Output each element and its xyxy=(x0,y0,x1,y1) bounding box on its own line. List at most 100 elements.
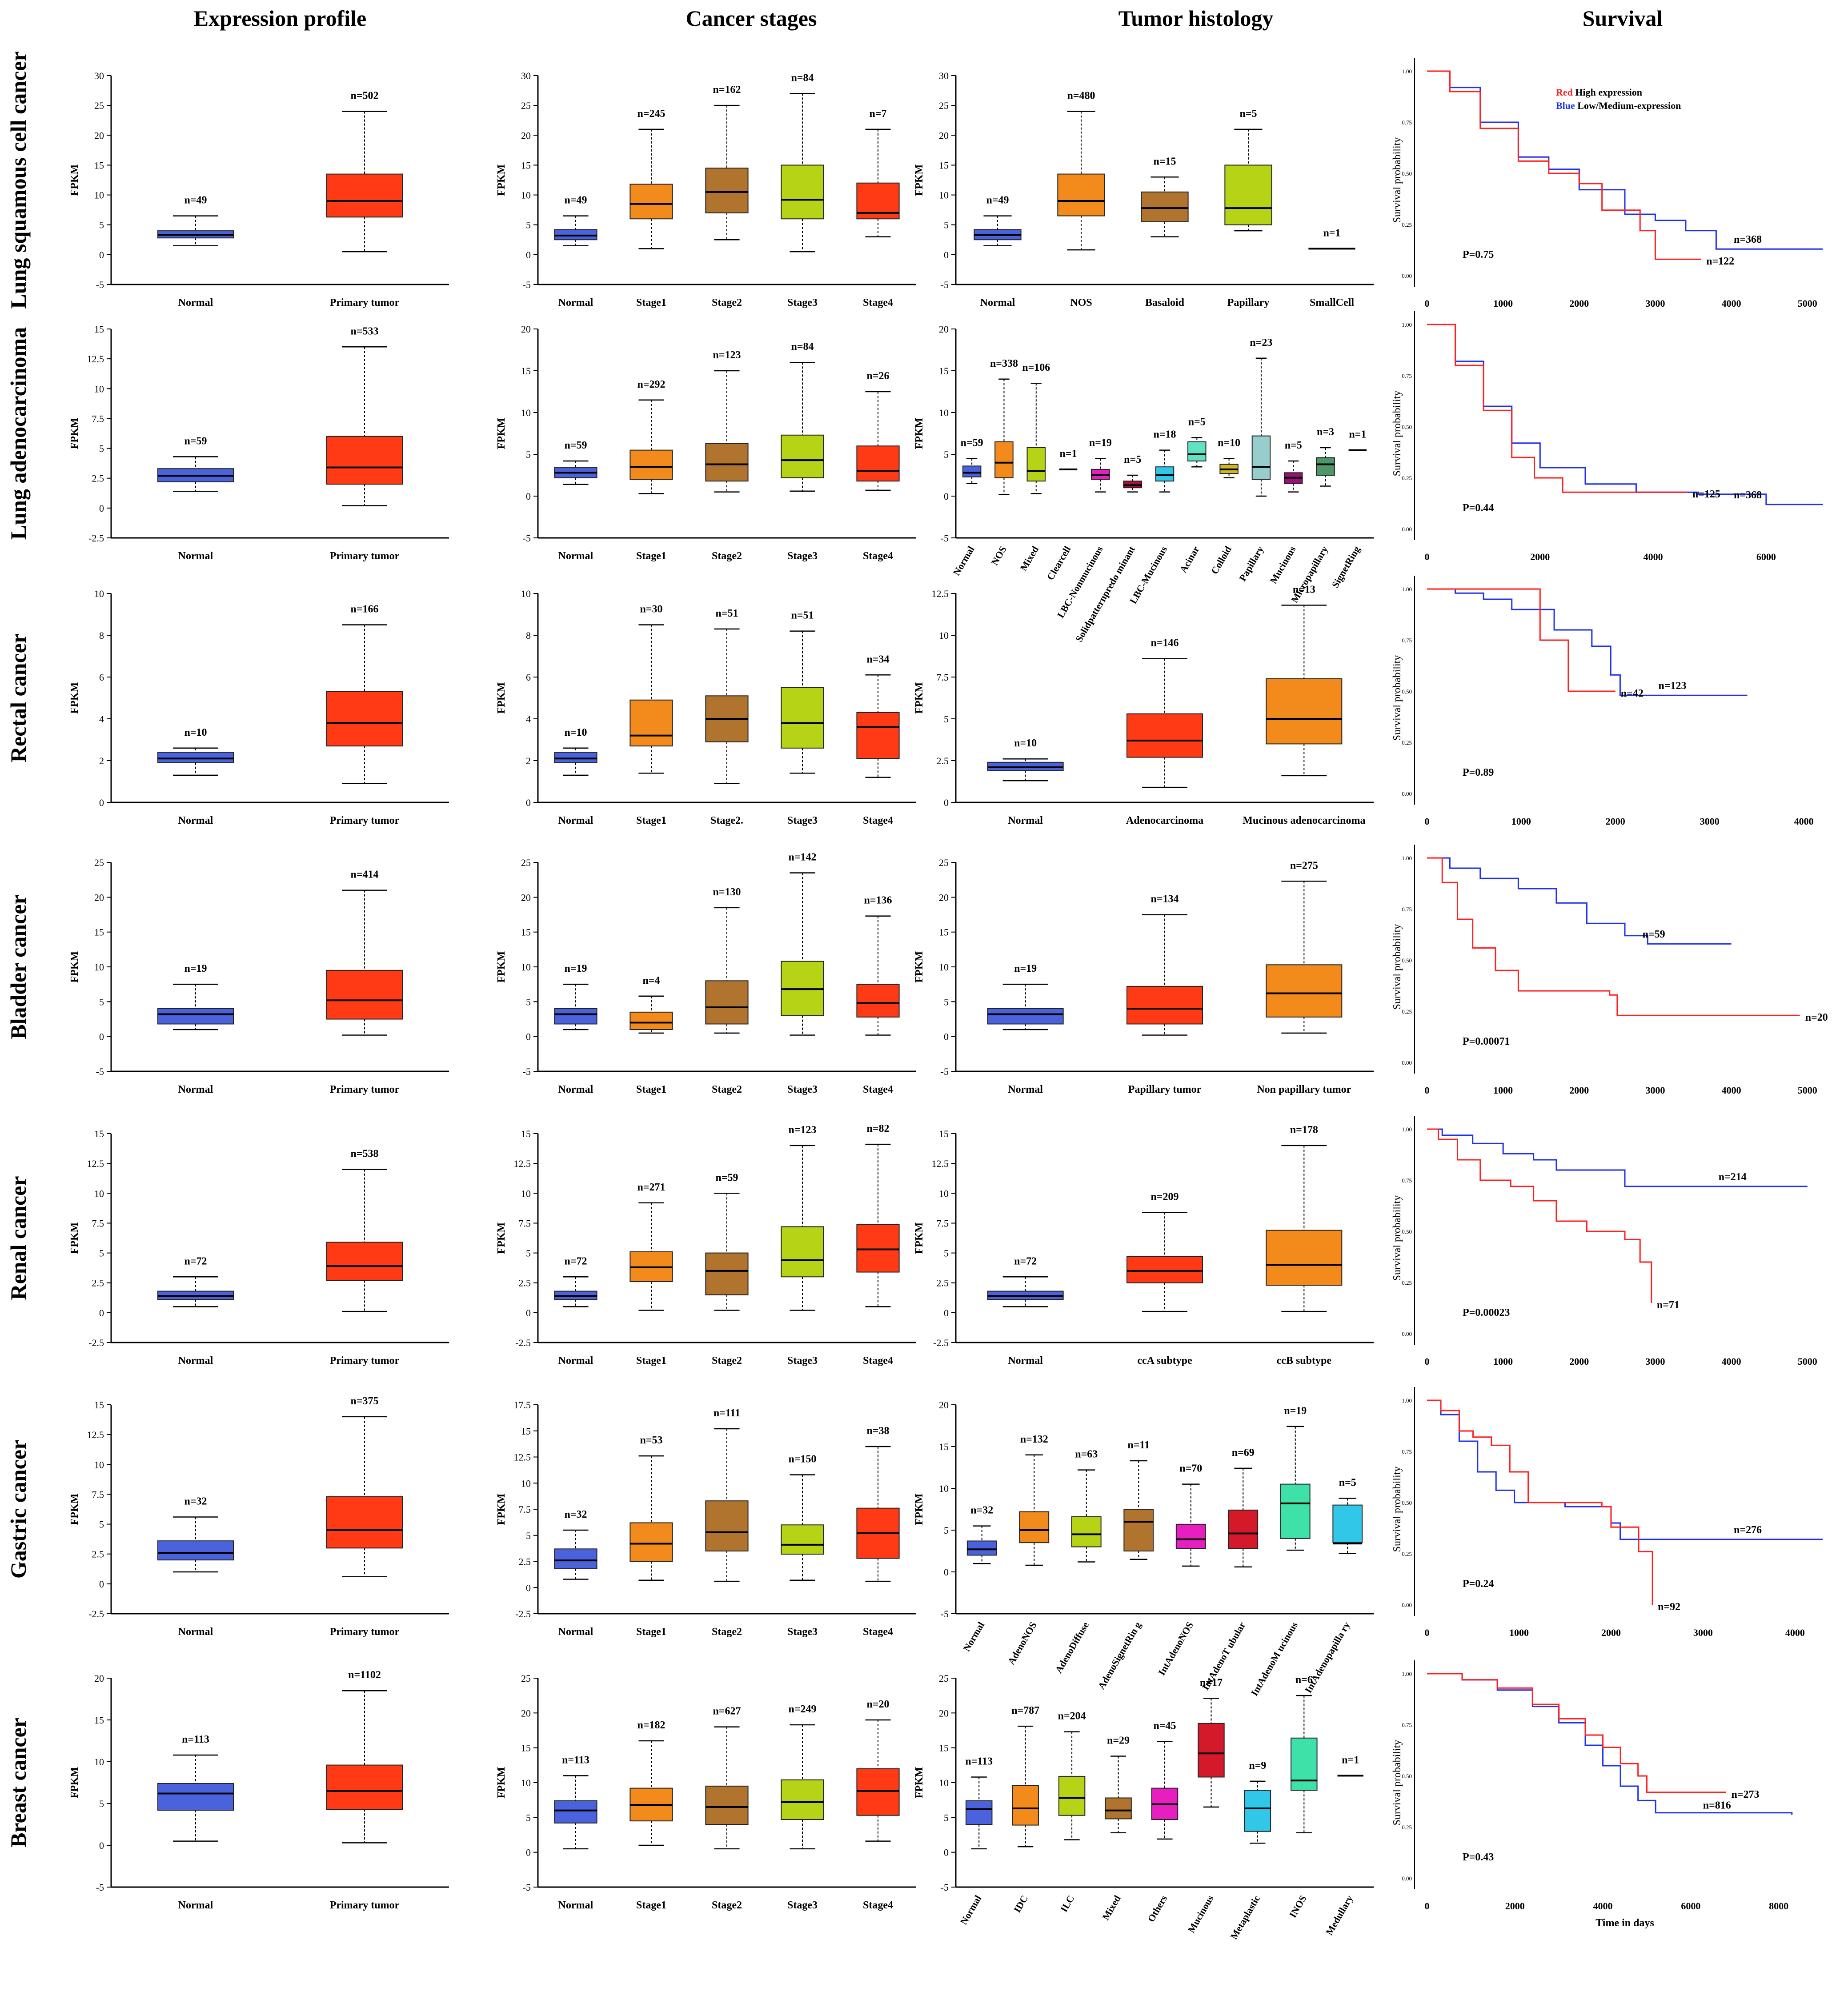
sample-count: n=146 xyxy=(1150,637,1179,649)
x-tick-label: 5000 xyxy=(1798,1085,1817,1096)
y-axis-label: Survival probability xyxy=(1391,1195,1403,1281)
y-tick-label: 12.5 xyxy=(514,1158,531,1169)
category-label: Stage1 xyxy=(636,1084,666,1095)
category-label: Normal xyxy=(558,1626,593,1638)
y-tick-label: 10 xyxy=(94,962,104,973)
iqr-box xyxy=(1175,1523,1206,1549)
y-tick-label: 7.5 xyxy=(92,1489,104,1500)
y-tick-label: 7.5 xyxy=(937,1218,949,1229)
category-label: Normal xyxy=(178,1900,213,1911)
y-tick-label: 10 xyxy=(521,1188,531,1199)
x-tick-label: 0 xyxy=(1425,298,1430,309)
y-tick-label: -5 xyxy=(523,533,531,544)
box-5: n=7 Stage4 xyxy=(856,108,900,309)
y-tick-label: 10 xyxy=(94,1756,104,1768)
y-tick-label: 0 xyxy=(526,1582,531,1593)
y-tick-label: 5 xyxy=(526,1530,531,1541)
y-tick-label: 0.50 xyxy=(1402,688,1412,695)
x-tick-label: 2000 xyxy=(1569,1356,1589,1367)
iqr-box xyxy=(1198,1723,1225,1778)
y-tick-label: 20 xyxy=(939,324,949,335)
iqr-box xyxy=(1057,173,1105,216)
box-1: n=32 Normal xyxy=(961,1505,997,1653)
sample-count: n=32 xyxy=(184,1495,207,1507)
category-label: Primary tumor xyxy=(330,815,400,826)
y-axis-label: Survival probability xyxy=(1391,924,1403,1010)
box-2: n=414 Primary tumor xyxy=(326,869,403,1095)
y-tick-label: -2.5 xyxy=(515,1608,531,1619)
category-label: Normal xyxy=(980,297,1015,309)
category-label: Normal xyxy=(961,1620,986,1653)
p-value: P=0.00023 xyxy=(1463,1307,1510,1319)
sample-count: n=19 xyxy=(184,963,207,974)
box-1: n=59 Normal xyxy=(554,440,597,562)
box-1: n=32 Normal xyxy=(554,1509,597,1638)
p-value: P=0.75 xyxy=(1463,249,1494,261)
box-2: n=480 NOS xyxy=(1057,90,1105,309)
sample-count: n=63 xyxy=(1075,1449,1098,1460)
iqr-box xyxy=(705,1500,749,1551)
category-label: Stage3 xyxy=(787,1355,818,1367)
box-3: n=15 Basaloid xyxy=(1141,156,1189,309)
box-2: n=146 Adenocarcinoma xyxy=(1126,637,1203,826)
sample-count: n=10 xyxy=(1014,737,1037,749)
category-label: Stage2 xyxy=(712,550,742,562)
y-tick-label: 0 xyxy=(944,1031,949,1042)
y-tick-label: 2.5 xyxy=(937,1278,949,1289)
box-4: n=142 Stage3 xyxy=(781,852,824,1095)
y-tick-label: 10 xyxy=(521,588,531,599)
y-tick-label: -2.5 xyxy=(88,1608,104,1619)
box-4: n=11 AdenoSignetRin g xyxy=(1096,1439,1154,1691)
box-1: n=49 Normal xyxy=(157,195,234,309)
y-tick-label: 5 xyxy=(99,1248,104,1259)
y-tick-label: 0.25 xyxy=(1402,475,1412,481)
box-3: n=162 Stage2 xyxy=(705,84,749,309)
iqr-box xyxy=(962,465,982,477)
y-tick-label: 0 xyxy=(99,1840,104,1851)
category-label: Papillary xyxy=(1227,297,1270,309)
box-3: n=63 AdenoDiffuse xyxy=(1053,1449,1102,1675)
sample-count: n=1 xyxy=(1342,1754,1359,1766)
y-axis-label: FPKM xyxy=(496,682,507,714)
x-tick-label: 2000 xyxy=(1606,816,1625,827)
sample-count: n=627 xyxy=(713,1706,741,1717)
y-tick-label: 7.5 xyxy=(937,672,949,683)
iqr-box xyxy=(1266,678,1343,745)
km-curve-low-medium xyxy=(1427,1399,1823,1540)
row-label: Renal cancer xyxy=(6,1176,31,1300)
y-tick-label: 2.5 xyxy=(519,1556,531,1567)
y-tick-label: -2.5 xyxy=(933,1337,949,1348)
category-label: Mixed xyxy=(1100,1893,1123,1922)
y-tick-label: 15 xyxy=(939,365,949,377)
iqr-box xyxy=(326,691,403,747)
y-tick-label: 0.50 xyxy=(1402,957,1412,964)
category-label: Normal xyxy=(558,1900,593,1911)
box-2: n=538 Primary tumor xyxy=(326,1148,403,1367)
panel-survival-row1: 0.00 0.25 0.50 0.75 1.00 Survival probability… xyxy=(1391,58,1823,309)
box-7: n=9 Metaplastic xyxy=(1228,1760,1271,1941)
sample-count: n=502 xyxy=(350,90,378,102)
y-tick-label: 2.5 xyxy=(937,755,949,766)
y-tick-label: 5 xyxy=(944,713,949,725)
x-tick-label: 4000 xyxy=(1722,1356,1741,1367)
y-tick-label: 15 xyxy=(94,1715,104,1726)
y-tick-label: 0 xyxy=(526,797,531,808)
iqr-box xyxy=(987,1008,1064,1025)
x-tick-label: 0 xyxy=(1425,551,1430,562)
x-tick-label: 8000 xyxy=(1769,1900,1788,1912)
y-tick-label: 0.75 xyxy=(1402,1448,1412,1455)
y-tick-label: 25 xyxy=(939,1673,949,1684)
sample-count: n=10 xyxy=(564,727,587,738)
y-axis-label: FPKM xyxy=(496,1222,507,1254)
panel-stages-row3: 0 2 4 6 8 10 FPKM n=10 Normal n=30 Stage1 n=51 Stage… xyxy=(496,588,916,826)
x-tick-label: 1000 xyxy=(1511,816,1531,827)
iqr-box xyxy=(326,173,403,218)
y-tick-label: 1.00 xyxy=(1402,68,1412,75)
y-tick-label: 0 xyxy=(526,1031,531,1042)
y-axis-label: FPKM xyxy=(914,164,925,196)
iqr-box xyxy=(1123,1509,1154,1551)
y-tick-label: 0 xyxy=(99,503,104,514)
y-tick-label: 25 xyxy=(521,100,531,111)
km-curve-high xyxy=(1427,324,1687,493)
y-tick-label: 20 xyxy=(94,1673,104,1684)
